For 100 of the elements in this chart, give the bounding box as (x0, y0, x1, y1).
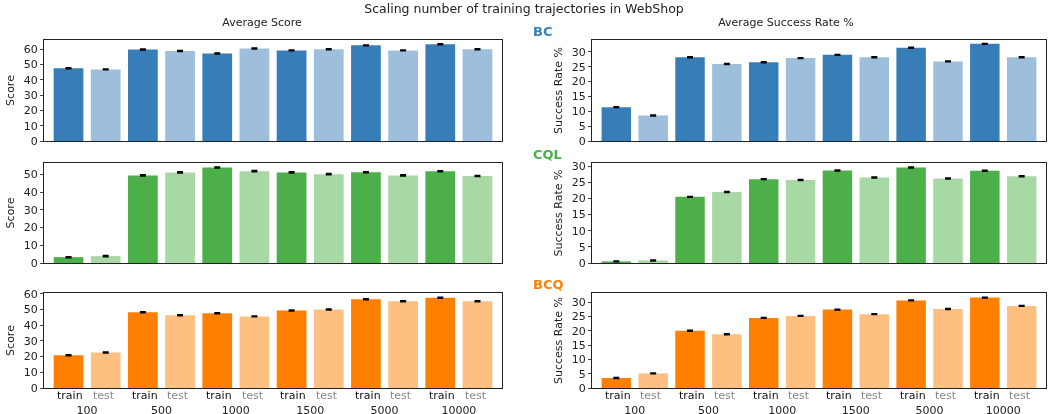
bar (351, 172, 381, 263)
bar (675, 57, 705, 141)
x-tick-label: 1500 (296, 404, 325, 414)
bar (313, 309, 344, 388)
text: test (316, 389, 338, 402)
text: test (935, 389, 957, 402)
bar (90, 352, 121, 388)
bar (896, 47, 926, 141)
bar (462, 49, 493, 141)
y-tick-label: 30 (571, 160, 586, 174)
bar (388, 50, 418, 141)
series-label: test (640, 389, 662, 402)
y-tick-label: 10 (23, 239, 38, 253)
y-axis-title: Success Rate % (552, 297, 566, 384)
x-tick-label: 5000 (915, 404, 944, 414)
bar (313, 49, 344, 141)
bar (601, 377, 632, 388)
y-tick-label: 20 (23, 221, 38, 235)
y-tick-label: 20 (571, 192, 586, 206)
bar (822, 54, 853, 141)
y-tick-label: 40 (23, 73, 38, 87)
y-tick-label: 25 (571, 60, 586, 74)
chart-title: Average Success Rate % (718, 15, 854, 29)
y-axis-title: Success Rate % (552, 47, 566, 134)
bar (239, 48, 270, 141)
bar (970, 43, 1000, 141)
bar (601, 107, 632, 141)
y-tick-label: 30 (23, 334, 38, 348)
y-tick-label: 20 (23, 104, 38, 118)
bar (53, 257, 84, 263)
y-tick-label: 20 (571, 324, 586, 338)
bar (202, 53, 233, 141)
bar (128, 49, 158, 141)
x-tick-label: 10000 (441, 404, 477, 414)
y-tick-label: 0 (578, 256, 586, 270)
bar (1006, 305, 1037, 388)
bar (712, 64, 742, 141)
text: test (861, 389, 883, 402)
x-tick-label: 500 (150, 404, 172, 414)
bar (165, 172, 195, 263)
y-tick-label: 40 (23, 186, 38, 200)
bar (822, 309, 853, 388)
bar (859, 177, 890, 263)
bar (748, 179, 779, 263)
y-tick-label: 25 (571, 310, 586, 324)
y-axis-title: Score (4, 74, 18, 106)
text: test (390, 389, 412, 402)
bar (822, 170, 853, 263)
y-tick-label: 60 (23, 43, 38, 57)
y-axis-title: Score (4, 197, 18, 229)
x-tick-label: 1000 (221, 404, 250, 414)
bar (638, 373, 668, 388)
bar (388, 301, 418, 388)
series-label: train (57, 389, 83, 402)
y-tick-label: 0 (578, 381, 586, 395)
bar (128, 312, 158, 388)
text: train (679, 389, 705, 402)
y-tick-label: 40 (23, 319, 38, 333)
bar (276, 172, 307, 263)
text: test (1009, 389, 1031, 402)
bar (896, 167, 926, 263)
y-tick-label: 10 (571, 353, 586, 367)
bar (970, 297, 1000, 388)
bar (202, 167, 233, 263)
bar (1006, 57, 1037, 141)
bar (425, 171, 456, 263)
y-tick-label: 50 (23, 168, 38, 182)
chart-title: Scaling number of training trajectories in WebShop (363, 1, 685, 16)
bar (388, 175, 418, 263)
bar (933, 61, 963, 141)
y-tick-label: 30 (23, 88, 38, 102)
bar (785, 180, 816, 263)
y-tick-label: 0 (30, 256, 38, 270)
text: test (788, 389, 810, 402)
text: train (974, 389, 1000, 402)
y-tick-label: 30 (571, 296, 586, 310)
y-tick-label: 25 (571, 176, 586, 190)
text: BCQ (533, 277, 564, 292)
bar (859, 314, 890, 388)
y-tick-label: 0 (30, 381, 38, 395)
text: train (429, 389, 455, 402)
text: train (355, 389, 381, 402)
bar (859, 57, 890, 141)
bar (712, 192, 742, 263)
y-tick-label: 50 (23, 58, 38, 72)
bar (675, 330, 705, 388)
bar (90, 69, 121, 141)
bar (239, 171, 270, 263)
x-tick-label: 10000 (985, 404, 1021, 414)
text: test (167, 389, 189, 402)
bar (933, 178, 963, 263)
bar (276, 50, 307, 141)
bar (748, 317, 779, 388)
bar (53, 68, 84, 141)
x-tick-label: 1000 (768, 404, 797, 414)
x-tick-label: 500 (697, 404, 719, 414)
text: train (900, 389, 926, 402)
y-tick-label: 30 (571, 45, 586, 59)
bar (128, 175, 158, 263)
y-tick-label: 0 (578, 134, 586, 148)
